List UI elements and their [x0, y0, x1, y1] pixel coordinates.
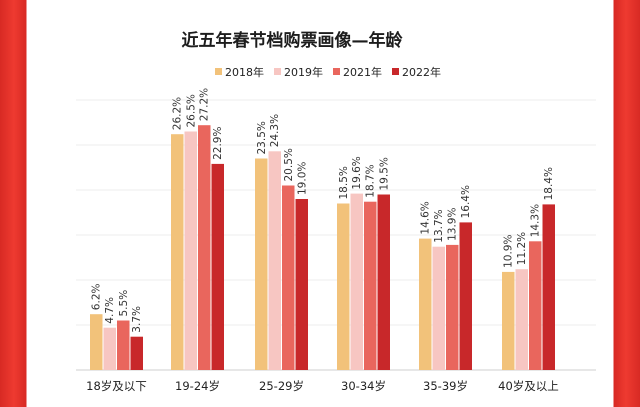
bar	[117, 320, 130, 370]
bar	[350, 193, 363, 370]
legend-swatch	[274, 68, 281, 75]
data-label: 14.6%	[420, 201, 432, 234]
bar	[198, 125, 211, 370]
data-label: 27.2%	[199, 88, 211, 121]
data-label: 11.2%	[516, 232, 528, 265]
data-label: 26.2%	[172, 97, 184, 130]
x-axis: 18岁及以下 19-24岁 25-29岁 30-34岁 35-39岁 40岁及以上	[86, 379, 559, 393]
data-label: 5.5%	[118, 290, 130, 317]
x-tick-label: 40岁及以上	[498, 379, 559, 393]
bar	[515, 269, 528, 370]
bar	[502, 271, 515, 370]
bar	[171, 134, 184, 370]
bar	[103, 327, 116, 370]
legend-label: 2018年	[225, 65, 264, 79]
legend-label: 2022年	[402, 65, 441, 79]
legend-swatch	[215, 68, 222, 75]
data-label: 19.6%	[351, 156, 363, 189]
bar	[130, 336, 143, 370]
legend-swatch	[333, 68, 340, 75]
x-tick-label: 25-29岁	[259, 379, 304, 393]
data-label: 20.5%	[283, 148, 295, 181]
x-tick-label: 19-24岁	[175, 379, 220, 393]
data-label: 19.5%	[378, 157, 390, 190]
data-label: 4.7%	[104, 297, 116, 324]
legend: 2018年 2019年 2021年 2022年	[215, 65, 441, 79]
data-label: 22.9%	[212, 127, 224, 160]
bar-chart: 近五年春节档购票画像—年龄 2018年 2019年 2021年 2022年 6.2%4…	[76, 30, 596, 393]
bar	[268, 151, 281, 370]
x-tick-label: 18岁及以下	[86, 379, 147, 393]
bar	[90, 314, 103, 370]
bar	[295, 199, 308, 370]
data-label: 19.0%	[296, 162, 308, 195]
data-label: 24.3%	[269, 114, 281, 147]
bar	[529, 241, 542, 370]
gridlines	[76, 99, 596, 371]
bar	[459, 222, 472, 370]
data-label: 13.7%	[433, 209, 445, 242]
chart-panel: 近五年春节档购票画像—年龄 2018年 2019年 2021年 2022年 6.2% 4…	[28, 0, 613, 407]
data-label: 18.4%	[543, 167, 555, 200]
bar	[377, 194, 390, 370]
data-label: 23.5%	[256, 121, 268, 154]
chart-title: 近五年春节档购票画像—年龄	[182, 30, 404, 51]
bar	[542, 204, 555, 370]
x-tick-label: 30-34岁	[341, 379, 386, 393]
bar	[419, 238, 432, 370]
bar	[184, 131, 197, 370]
bars	[90, 125, 555, 370]
bar	[255, 158, 268, 370]
data-label: 26.5%	[185, 94, 197, 127]
data-label: 13.9%	[447, 208, 459, 241]
data-label: 6.2%	[91, 284, 103, 311]
data-label: 18.7%	[365, 164, 377, 197]
legend-label: 2019年	[284, 65, 323, 79]
data-label: 14.3%	[530, 204, 542, 237]
data-labels: 6.2%4.7% 5.5%3.7% 26.2% 26.5% 27.2%22.9% 23.5…	[91, 88, 556, 333]
bar	[337, 203, 350, 370]
data-label: 16.4%	[460, 185, 472, 218]
bar	[211, 163, 224, 370]
data-label: 10.9%	[503, 235, 515, 268]
data-label: 18.5%	[338, 166, 350, 199]
bar	[432, 246, 445, 370]
bar	[446, 244, 459, 370]
bar	[282, 185, 295, 370]
x-tick-label: 35-39岁	[423, 379, 468, 393]
bar	[364, 201, 377, 370]
legend-swatch	[392, 68, 399, 75]
data-label: 3.7%	[131, 306, 143, 333]
legend-label: 2021年	[343, 65, 382, 79]
